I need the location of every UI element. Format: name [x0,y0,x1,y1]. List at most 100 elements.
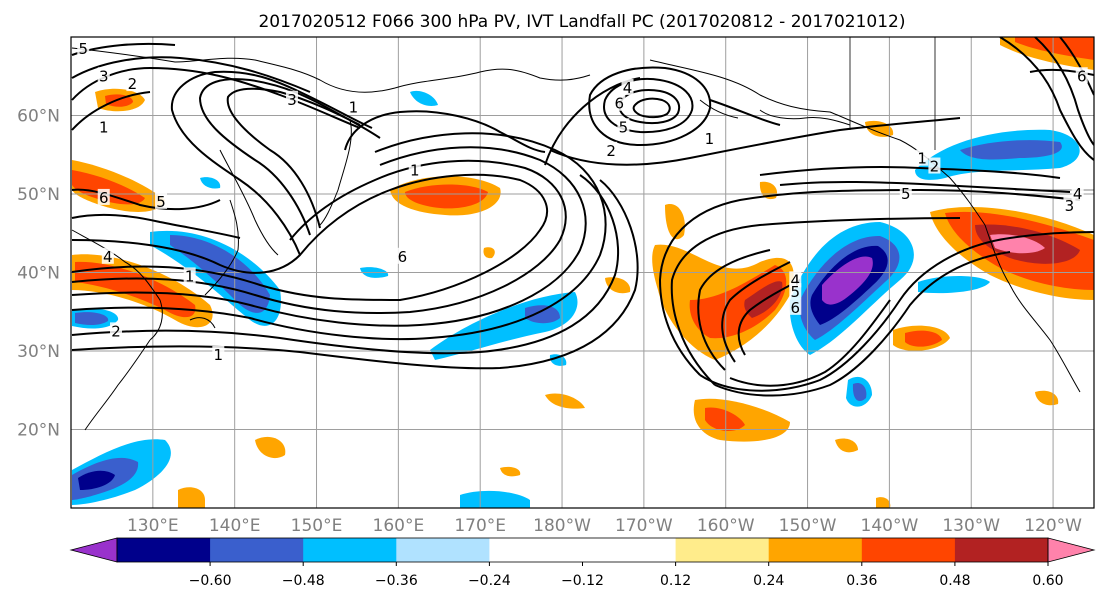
contour-label: 1 [214,346,224,364]
contour-label-bg [1075,67,1088,84]
shade-negative [960,140,1062,160]
shade-positive [905,330,942,347]
contour-label: 4 [791,271,801,289]
lon-tick-label: 170°E [454,516,506,536]
contour-label: 5 [619,118,629,136]
lon-tick-label: 160°E [373,516,425,536]
shade-positive [178,487,205,508]
colorbar: −0.60 −0.48 −0.36 −0.24 −0.12 0.12 0.24 0.36 0.4… [69,537,1096,589]
contour-label-bg [97,188,110,205]
shade-positive [689,265,787,339]
lon-tick-label: 150°W [779,516,837,536]
contour-label: 1 [410,161,420,179]
colorbar-tick-label: −0.48 [282,573,325,589]
shade-negative [460,490,530,508]
shade-positive [1035,390,1059,406]
contour-label: 6 [791,299,801,317]
shade-negative [200,177,221,189]
contour-label-bg [899,185,912,201]
contour-label-bg [621,79,634,96]
contour-label: 2 [930,158,940,176]
contour-label-bg [408,161,421,178]
colorbar-segment [117,538,211,562]
lat-tick-label: 40°N [17,264,60,284]
contour-label-bg [77,39,90,56]
contour-label-bg [97,67,110,84]
colorbar-segment [210,538,304,562]
colorbar-tick-label: −0.60 [189,573,232,589]
lon-tick-label: 180°W [533,516,591,536]
shade-positive [75,261,196,318]
lon-tick-label: 160°W [697,516,755,536]
contour-label-bg [605,141,618,158]
contour-label: 1 [917,150,927,168]
lon-tick-label: 170°W [615,516,673,536]
contour-label: 5 [901,185,911,203]
lon-tick-label: 120°W [1024,516,1082,536]
contour-label: 1 [349,99,359,117]
contour-label-bg [285,90,298,107]
contour-label-bg [789,298,802,315]
shade-positive [405,184,488,209]
contour-label: 6 [1077,67,1087,85]
colorbar-tick-label: 0.12 [660,573,691,589]
shade-negative [525,305,560,324]
shade-negative [410,90,438,106]
contour-label: 4 [103,248,113,266]
contour-label-bg [1063,196,1076,213]
lat-tick-label: 20°N [17,421,60,441]
contour-label: 1 [185,267,195,285]
colorbar-extend-high [1047,537,1096,563]
latitude-labels: 60°N 50°N 40°N 30°N 20°N [17,107,60,441]
colorbar-tick-label: −0.36 [375,573,418,589]
colorbar-tick-label: 0.36 [846,573,877,589]
colorbar-segment [675,538,770,562]
contour-label-bg [916,149,929,166]
colorbar-tick-label: 0.48 [939,573,970,589]
contour-label-bg [110,322,123,339]
colorbar-segment [954,538,1049,562]
lat-tick-label: 30°N [17,342,60,362]
shade-positive [835,438,858,453]
contour-label-bg [97,118,110,135]
contour-label-bg [126,75,139,92]
shade-positive [876,497,891,508]
map-frame [70,36,1095,509]
colorbar-extend-low [69,537,118,563]
shade-positive [483,247,495,259]
shade-positive [72,170,145,205]
contour-label: 1 [99,118,109,136]
contour-label: 6 [615,95,625,113]
shade-negative [75,312,109,326]
shade-negative [822,256,873,305]
contour-label: 3 [1065,197,1075,215]
contour-label-bg [928,157,941,174]
contour-label: 1 [705,130,715,148]
shade-positive [500,466,521,477]
lon-tick-label: 140°W [861,516,919,536]
map-title: 2017020512 F066 300 hPa PV, IVT Landfall… [258,12,905,32]
lon-tick-label: 140°E [209,516,261,536]
shade-positive [255,436,286,459]
colorbar-tick-label: 0.60 [1032,573,1063,589]
contour-label-bg [613,94,626,111]
shade-positive [545,393,585,409]
contour-label-bg [101,247,114,264]
colorbar-segment [396,538,490,562]
lon-tick-label: 150°E [291,516,343,536]
contour-label: 2 [111,322,121,340]
lat-tick-label: 60°N [17,107,60,127]
colorbar-tick-label: 0.24 [753,573,784,589]
contour-label: 5 [79,40,89,58]
colorbar-segment [582,538,677,562]
colorbar-segment [768,538,863,562]
contour-label: 5 [156,193,166,211]
contour-label: 2 [606,142,616,160]
contour-label-bg [183,267,196,284]
shade-negative [852,382,867,402]
contour-label-bg [703,130,716,147]
lat-tick-label: 50°N [17,185,60,205]
